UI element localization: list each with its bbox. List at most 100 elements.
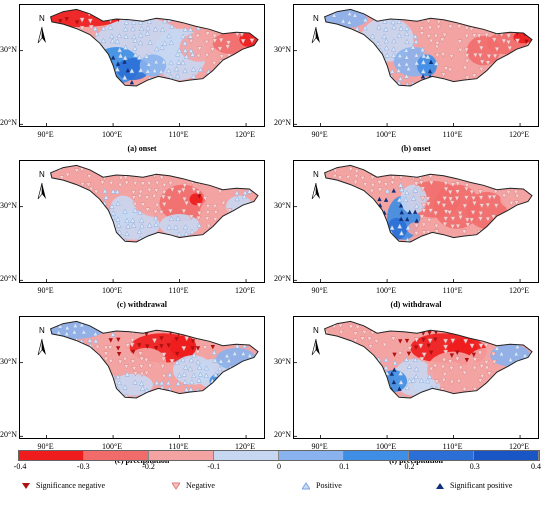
significant-positive-marker — [391, 379, 397, 385]
negative-marker — [217, 46, 223, 52]
positive-marker — [354, 25, 360, 31]
negative-marker — [425, 196, 431, 202]
significant-negative-marker — [115, 346, 121, 351]
positive-marker — [175, 380, 181, 386]
positive-marker — [174, 359, 180, 365]
negative-marker — [457, 47, 463, 54]
positive-marker — [122, 26, 129, 32]
positive-marker — [182, 47, 188, 53]
value-region — [139, 54, 167, 77]
negative-marker — [428, 38, 434, 45]
positive-marker — [419, 46, 426, 52]
positive-marker — [180, 33, 186, 39]
negative-marker — [421, 208, 427, 214]
positive-marker — [352, 12, 358, 18]
colorbar-tick-label: 0.4 — [531, 462, 541, 471]
colorbar-segment — [214, 451, 279, 460]
negative-marker — [485, 60, 491, 66]
negative-marker — [461, 229, 467, 235]
significant-negative-marker — [471, 352, 477, 358]
positive-marker — [124, 371, 130, 377]
negative-marker — [332, 173, 338, 180]
significant-negative-marker — [433, 337, 438, 342]
negative-marker — [137, 193, 143, 200]
positive-marker — [173, 66, 180, 72]
negative-marker — [413, 181, 419, 187]
north-label: N — [313, 170, 319, 179]
longitude-label: 110°E — [168, 286, 189, 295]
negative-marker — [464, 183, 470, 189]
positive-marker — [153, 215, 159, 221]
latitude-label: 20°N — [274, 274, 291, 284]
significant-negative-marker — [159, 344, 164, 349]
positive-marker — [158, 68, 164, 74]
colorbar-segment — [149, 451, 214, 460]
open-down-triangle-icon — [172, 482, 180, 490]
positive-marker — [390, 19, 396, 25]
significant-positive-marker — [122, 59, 127, 64]
negative-marker — [196, 215, 202, 222]
negative-marker — [463, 195, 469, 201]
basin-boundary — [50, 320, 259, 399]
negative-marker — [181, 209, 187, 215]
negative-marker — [441, 203, 447, 209]
positive-marker — [137, 39, 144, 46]
negative-marker — [447, 190, 453, 196]
negative-marker — [433, 33, 439, 40]
significant-positive-marker — [398, 216, 404, 222]
negative-marker — [161, 352, 167, 358]
positive-marker — [413, 52, 420, 58]
positive-marker — [196, 377, 202, 383]
negative-marker — [181, 346, 187, 352]
negative-marker — [419, 26, 425, 32]
negative-marker — [478, 66, 485, 73]
negative-marker — [514, 193, 520, 200]
negative-marker — [419, 214, 425, 220]
positive-marker — [195, 24, 202, 31]
legend-label: Significance negative — [36, 481, 106, 490]
negative-marker — [124, 180, 130, 186]
positive-marker — [182, 224, 188, 230]
negative-marker — [450, 216, 456, 222]
positive-marker — [176, 59, 182, 65]
negative-marker — [131, 195, 137, 201]
positive-marker — [340, 18, 346, 24]
negative-marker — [205, 223, 212, 230]
map-panel-c: N — [19, 160, 265, 283]
positive-marker — [139, 223, 145, 229]
negative-marker — [130, 359, 136, 365]
positive-marker — [498, 350, 505, 357]
negative-marker — [477, 216, 484, 222]
latitude-label: 30°N — [274, 44, 291, 54]
negative-marker — [455, 181, 461, 187]
positive-marker — [100, 37, 107, 43]
panel-title-c: (c) withdrawal — [117, 300, 167, 309]
negative-marker — [477, 378, 483, 384]
negative-marker — [132, 201, 138, 208]
positive-marker — [410, 377, 416, 383]
negative-marker — [420, 186, 426, 192]
positive-marker — [159, 44, 165, 50]
negative-marker — [479, 203, 485, 209]
negative-marker — [472, 386, 478, 393]
colorbar-tick-label: 0 — [277, 462, 281, 471]
negative-marker — [145, 207, 151, 213]
negative-marker — [461, 387, 468, 393]
basin-map — [20, 164, 259, 282]
negative-marker — [153, 209, 159, 215]
negative-marker — [464, 75, 470, 81]
negative-marker — [479, 374, 485, 380]
significant-positive-marker — [125, 67, 131, 73]
positive-marker — [145, 68, 151, 74]
basin-map — [294, 164, 533, 282]
positive-marker — [514, 343, 521, 349]
negative-marker — [443, 66, 449, 72]
negative-marker — [434, 229, 440, 235]
negative-marker — [421, 202, 427, 209]
negative-marker — [469, 343, 475, 349]
north-label: N — [39, 170, 45, 179]
negative-marker — [389, 180, 396, 186]
negative-marker — [508, 200, 514, 207]
positive-marker — [396, 196, 403, 203]
positive-marker — [116, 32, 122, 39]
